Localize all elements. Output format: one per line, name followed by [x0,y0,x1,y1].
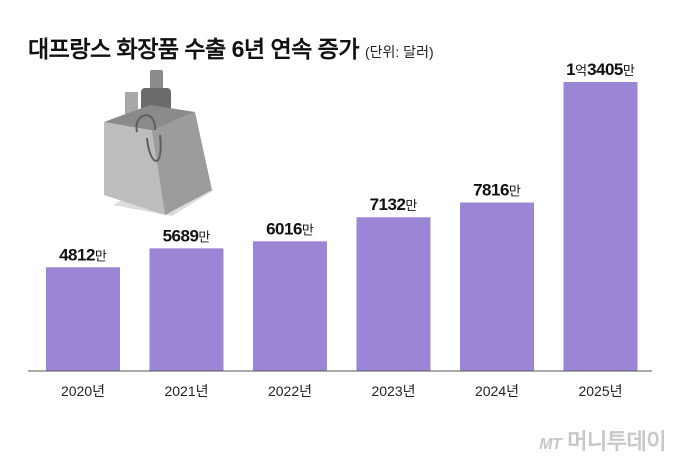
bar-2020년 [46,267,120,371]
data-label: 7816만 [473,180,521,199]
watermark-logo: MT [539,436,562,453]
chart-title-block: 대프랑스 화장품 수출 6년 연속 증가 (단위: 달러) [28,30,434,64]
x-tick-label: 2024년 [475,383,519,399]
chart-title: 대프랑스 화장품 수출 6년 연속 증가 [28,36,359,62]
x-tick-label: 2022년 [268,383,312,399]
x-tick-label: 2025년 [578,383,622,399]
unit-note: (단위: 달러) [364,44,434,60]
bar-2021년 [149,248,224,371]
watermark-name: 머니투데이 [567,429,666,454]
x-tick-label: 2021년 [164,383,208,399]
bar-2025년 [563,82,638,371]
bar-2024년 [460,202,534,371]
data-label: 4812만 [59,245,107,264]
bar-2022년 [253,241,327,371]
cosmetics-bag-illustration [104,70,214,216]
x-tick-label: 2023년 [371,383,415,399]
watermark: MT 머니투데이 [539,424,666,456]
data-label: 5689만 [163,226,211,245]
data-label: 6016만 [266,219,314,238]
data-label: 1억3405만 [566,60,635,79]
data-label: 7132만 [370,195,418,214]
x-tick-label: 2020년 [61,383,105,399]
bar-2023년 [356,217,431,371]
